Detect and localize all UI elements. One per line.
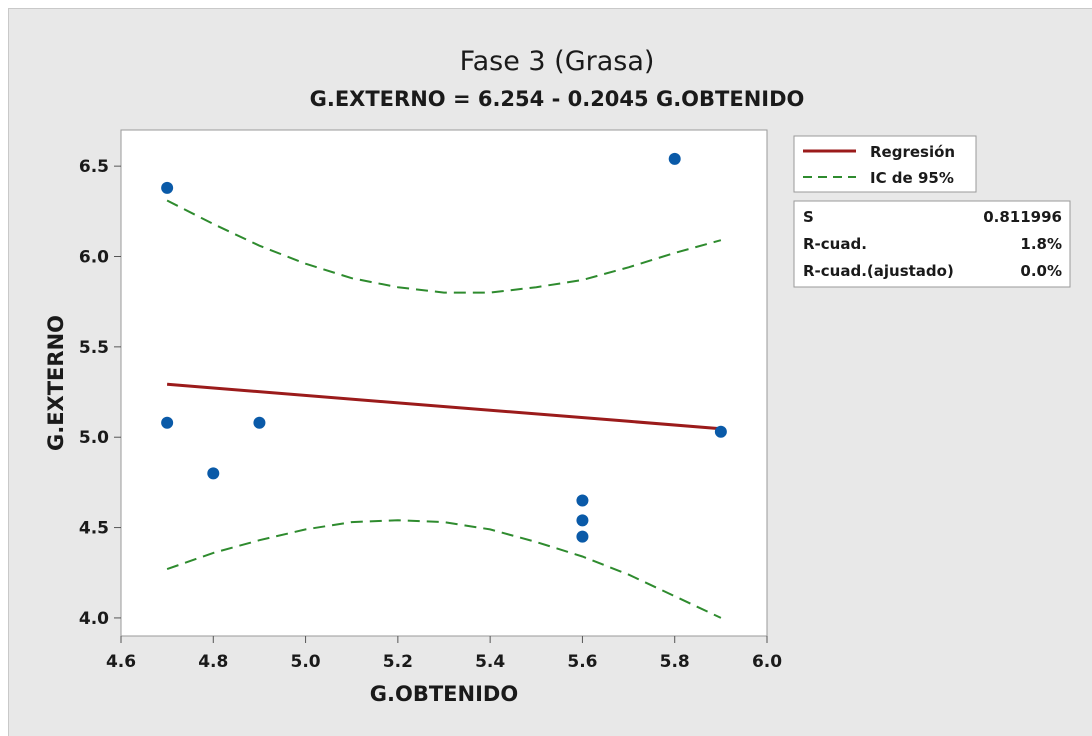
legend-box xyxy=(793,135,977,193)
legend-label-regression: Regresión xyxy=(870,143,955,161)
regression-line xyxy=(166,382,722,431)
x-tick-label: 6.0 xyxy=(752,652,782,672)
data-point xyxy=(714,425,727,438)
ci-band-line xyxy=(166,519,722,619)
y-tick-label: 4.5 xyxy=(79,519,109,539)
data-point xyxy=(161,181,174,194)
x-axis: 4.6 4.8 5.0 5.2 5.4 5.6 5.8 6.0 xyxy=(106,636,782,672)
stats-value-rsq: 1.8% xyxy=(1020,235,1062,253)
chart-title: Fase 3 (Grasa) xyxy=(460,46,655,77)
y-axis-label: G.EXTERNO xyxy=(44,315,68,451)
stats-value-s: 0.811996 xyxy=(983,208,1062,226)
ci-band-line xyxy=(166,199,722,294)
data-point xyxy=(668,152,681,165)
stats-label-rsq: R-cuad. xyxy=(803,235,867,253)
chart-subtitle: G.EXTERNO = 6.254 - 0.2045 G.OBTENIDO xyxy=(310,87,805,111)
y-tick-label: 5.5 xyxy=(79,338,109,358)
legend: Regresión IC de 95% xyxy=(793,135,977,193)
x-tick-label: 4.6 xyxy=(106,652,136,672)
legend-label-ci: IC de 95% xyxy=(870,169,954,187)
stats-value-rsq-adj: 0.0% xyxy=(1020,262,1062,280)
x-tick-label: 5.2 xyxy=(383,652,413,672)
x-tick-label: 5.8 xyxy=(660,652,690,672)
series-lines xyxy=(166,199,722,619)
x-tick-label: 5.4 xyxy=(475,652,505,672)
data-point xyxy=(207,467,220,480)
data-points xyxy=(161,152,727,543)
data-point xyxy=(576,514,589,527)
stats-table: S 0.811996 R-cuad. 1.8% R-cuad.(ajustado… xyxy=(793,200,1071,288)
stats-label-rsq-adj: R-cuad.(ajustado) xyxy=(803,262,954,280)
y-tick-label: 6.5 xyxy=(79,157,109,177)
y-tick-label: 4.0 xyxy=(79,609,109,629)
data-point xyxy=(161,416,174,429)
x-tick-label: 5.6 xyxy=(567,652,597,672)
y-tick-label: 6.0 xyxy=(79,248,109,268)
y-axis: 4.0 4.5 5.0 5.5 6.0 6.5 xyxy=(79,157,121,629)
x-tick-label: 5.0 xyxy=(291,652,321,672)
data-point xyxy=(576,494,589,507)
x-tick-label: 4.8 xyxy=(198,652,228,672)
stats-label-s: S xyxy=(803,208,814,226)
y-tick-label: 5.0 xyxy=(79,428,109,448)
data-point xyxy=(576,530,589,543)
data-point xyxy=(253,416,266,429)
plot-area xyxy=(120,129,768,637)
stats-box xyxy=(793,200,1071,288)
x-axis-label: G.OBTENIDO xyxy=(370,682,518,706)
